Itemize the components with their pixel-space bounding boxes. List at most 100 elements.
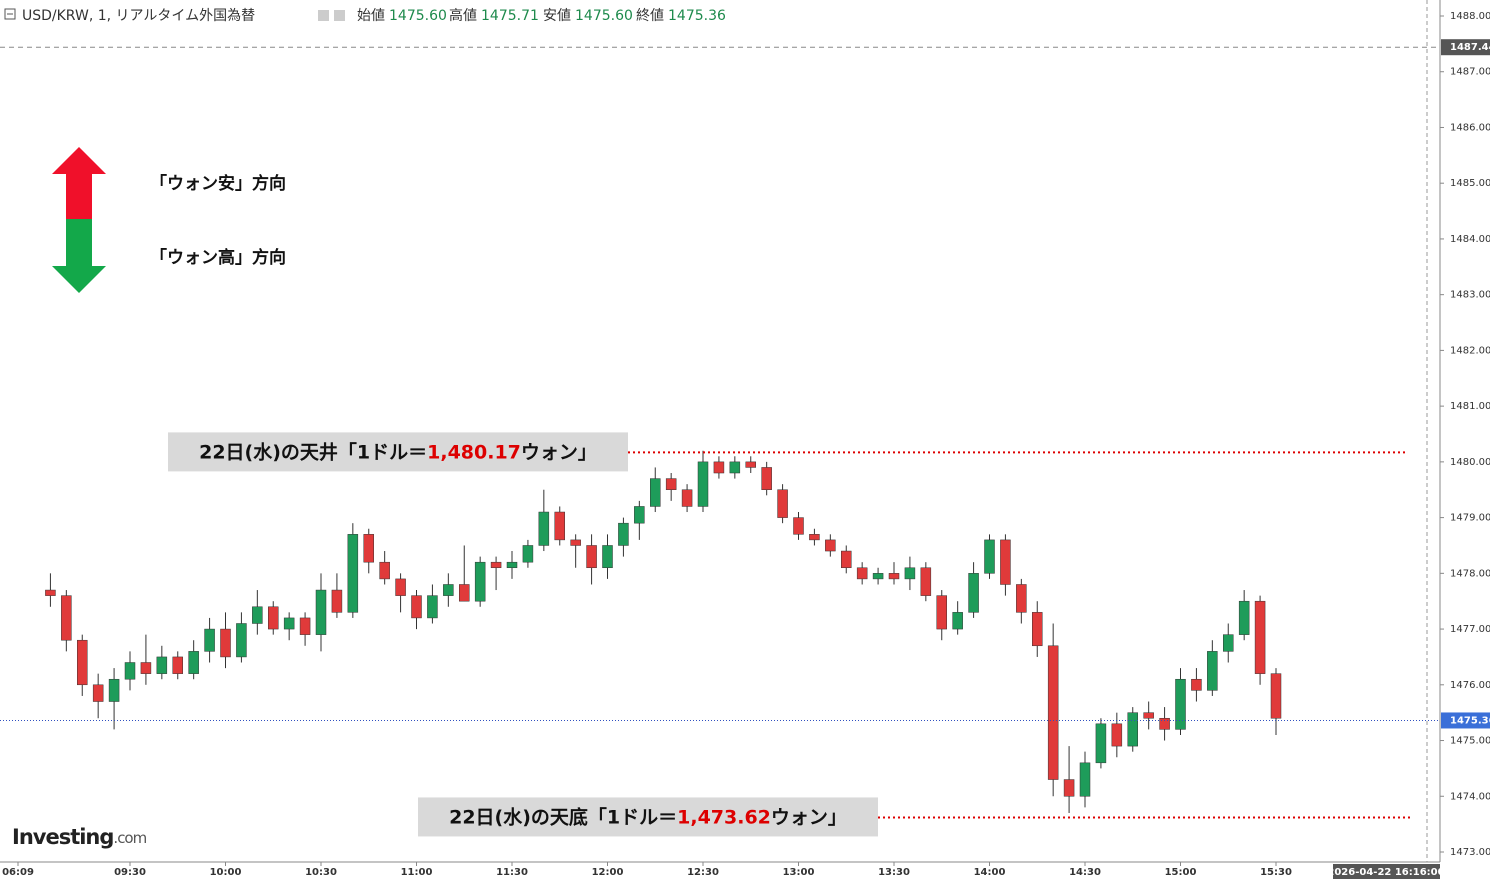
candle-body — [745, 461, 756, 468]
x-tick-label: 12:30 — [687, 867, 719, 878]
y-tick-label: 1473.00 — [1450, 847, 1490, 858]
candle-body — [697, 461, 709, 507]
last-price-box — [1441, 712, 1490, 729]
y-tick-label: 1484.00 — [1450, 234, 1490, 245]
candle-body — [1159, 717, 1170, 730]
candle-body — [363, 534, 374, 563]
settings-icon[interactable] — [318, 10, 329, 21]
y-tick-label: 1476.00 — [1450, 680, 1490, 691]
candle-body — [156, 656, 168, 674]
close-label: 終値 — [636, 8, 664, 24]
logo-brand: Investing — [12, 825, 113, 849]
candle-body — [124, 662, 136, 680]
cursor-date-box — [1333, 864, 1440, 879]
annotation-box — [168, 432, 628, 472]
candle-body — [984, 539, 995, 574]
y-tick-label: 1480.00 — [1450, 457, 1490, 468]
candle-body — [45, 589, 56, 596]
logo-suffix: .com — [113, 829, 146, 847]
logo: Investing.com — [12, 825, 147, 849]
y-tick-label: 1478.00 — [1450, 568, 1490, 579]
legend-up: 「ウォン安」方向 — [150, 173, 286, 194]
candle-body — [411, 595, 422, 619]
x-tick-label: 12:00 — [592, 867, 624, 878]
y-tick-label: 1488.00 — [1450, 11, 1490, 22]
candle-body — [283, 617, 295, 630]
y-tick-label: 1486.00 — [1450, 122, 1490, 133]
candle-body — [825, 539, 836, 552]
candle-body — [331, 589, 343, 613]
candle-body — [904, 567, 916, 580]
candle-body — [1127, 712, 1138, 747]
candle-body — [1047, 645, 1059, 780]
candle-body — [268, 606, 279, 630]
up-arrow — [52, 147, 106, 219]
high-value: 1475.71 — [481, 8, 539, 24]
annotation-box — [418, 797, 878, 837]
last-price-label: 1475.36 — [1450, 715, 1490, 726]
candle-body — [650, 478, 661, 507]
candle-body — [1095, 723, 1107, 764]
candle-body — [554, 511, 565, 541]
candle-body — [1016, 584, 1027, 613]
candle-body — [856, 567, 868, 580]
x-tick-label: 13:00 — [783, 867, 815, 878]
candle-body — [427, 595, 438, 619]
candle-body — [761, 467, 772, 490]
annotation-suffix: ウォン」 — [521, 441, 597, 463]
y-tick-label: 1481.00 — [1450, 401, 1490, 412]
low-label: 安値 — [543, 8, 571, 24]
candle-body — [299, 617, 311, 635]
candle-body — [538, 511, 550, 546]
candle-body — [841, 550, 852, 569]
annotation-value: 1,480.17 — [427, 441, 521, 463]
candle-body — [1079, 762, 1091, 797]
candle-body — [602, 545, 613, 569]
symbol: USD/KRW, 1, リアルタイム外国為替 — [22, 8, 255, 24]
y-tick-label: 1487.00 — [1450, 67, 1490, 78]
candle-body — [1111, 723, 1123, 747]
collapse-icon[interactable] — [4, 8, 16, 20]
y-tick-label: 1482.00 — [1450, 345, 1490, 356]
candle-body — [92, 684, 104, 702]
candle-body — [1270, 673, 1282, 719]
y-tick-label: 1485.00 — [1450, 178, 1490, 189]
annotation-value: 1,473.62 — [677, 806, 771, 828]
candle-body — [379, 561, 390, 580]
x-tick-label: 14:00 — [974, 867, 1006, 878]
annotation-suffix: ウォン」 — [771, 806, 847, 828]
candle-body — [204, 628, 215, 652]
x-tick-label: 15:00 — [1165, 867, 1197, 878]
x-tick-label: 13:30 — [878, 867, 910, 878]
candle-body — [1175, 678, 1186, 730]
ref-price-box — [1441, 39, 1490, 56]
candle-body — [252, 606, 263, 624]
candle-body — [681, 489, 693, 507]
plot — [45, 450, 1282, 813]
candle-body — [522, 545, 534, 563]
candle-body — [220, 628, 231, 658]
candle-body — [729, 461, 741, 474]
settings-icon[interactable] — [334, 10, 345, 21]
candle-body — [459, 584, 470, 602]
x-tick-label: 10:30 — [305, 867, 337, 878]
candle-body — [1254, 600, 1266, 674]
high-label: 高値 — [449, 7, 477, 24]
x-tick-label: 06:09 — [2, 867, 34, 878]
x-tick-label: 11:30 — [496, 867, 528, 878]
annotation-text: 22日(水)の天井「1ドル＝1,480.17ウォン」 — [199, 440, 597, 463]
candle-body — [713, 461, 725, 474]
candle-body — [936, 595, 947, 630]
candle-body — [586, 545, 597, 569]
down-arrow — [52, 219, 106, 293]
candle-body — [474, 561, 486, 602]
candle-body — [140, 662, 152, 674]
candle-body — [347, 534, 359, 613]
open-label: 始値 — [357, 8, 385, 24]
candle-body — [888, 573, 900, 580]
y-tick-label: 1474.00 — [1450, 791, 1490, 802]
cursor-date: 2026-04-22 16:16:00 — [1327, 867, 1444, 878]
candle-body — [443, 584, 454, 596]
candle-body — [665, 478, 677, 490]
candle-body — [1238, 600, 1250, 635]
